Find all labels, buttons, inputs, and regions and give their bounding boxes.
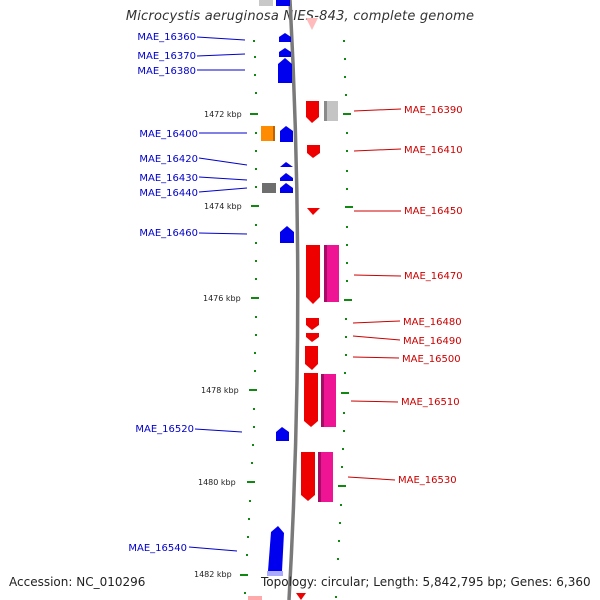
- gene-arrow-mae-16410: [307, 145, 320, 158]
- gene-feature-pink-shade: [318, 452, 321, 502]
- gene-label-left[interactable]: MAE_16440: [139, 188, 198, 199]
- gene-feature-light-blue: [267, 571, 283, 576]
- gene-label-right[interactable]: MAE_16390: [404, 105, 463, 116]
- gene-feature-pink-shade: [321, 374, 324, 427]
- gene-arrow-mae-16420: [280, 162, 293, 167]
- gene-label-left[interactable]: MAE_16460: [139, 228, 198, 239]
- position-label: 1474 kbp: [204, 202, 242, 211]
- gene-label-right[interactable]: MAE_16470: [404, 271, 463, 282]
- gene-arrow-mae-16520: [276, 427, 289, 441]
- accession-info: Accession: NC_010296: [9, 575, 146, 589]
- gene-feature-gray: [324, 101, 338, 121]
- genome-backbone: [287, 0, 300, 600]
- position-label: 1476 kbp: [203, 294, 241, 303]
- gene-feature-pink: [318, 452, 333, 502]
- gene-arrow-mae-16500: [305, 346, 318, 370]
- gene-label-right[interactable]: MAE_16450: [404, 206, 463, 217]
- map-title: Microcystis aeruginosa NIES-843, complet…: [125, 9, 475, 24]
- gene-label-right[interactable]: MAE_16530: [398, 475, 457, 486]
- gene-feature-pink-shade: [324, 245, 327, 302]
- gene-feature-orange: [261, 126, 275, 141]
- gene-label-right[interactable]: MAE_16510: [401, 397, 460, 408]
- gene-arrow-mae-16390: [306, 101, 319, 123]
- topology-info: Topology: circular; Length: 5,842,795 bp…: [261, 575, 591, 589]
- gene-arrow-mae-16540: [268, 526, 284, 571]
- gene-feature-cut: [276, 0, 290, 6]
- gene-arrow-mae-16440: [280, 183, 293, 193]
- gene-label-left[interactable]: MAE_16540: [128, 543, 187, 554]
- gene-label-right[interactable]: MAE_16490: [403, 336, 462, 347]
- position-label: 1482 kbp: [194, 570, 232, 579]
- gene-feature-cut: [248, 596, 262, 600]
- gene-arrow-mae-16480: [306, 318, 319, 330]
- gene-feature-gray: [262, 183, 276, 193]
- position-label: 1480 kbp: [198, 478, 236, 487]
- gene-feature-cut: [306, 18, 318, 30]
- gene-feature-cut: [259, 0, 273, 6]
- left-guide-dots: [244, 40, 257, 594]
- gene-label-right[interactable]: MAE_16500: [402, 354, 461, 365]
- gene-label-left[interactable]: MAE_16380: [137, 66, 196, 77]
- left-leader-lines: [188, 36, 248, 552]
- gene-arrow-mae-16460: [280, 226, 294, 243]
- right-major-ticks: [338, 113, 353, 487]
- gene-arrow-mae-16530: [301, 452, 315, 501]
- gene-feature-pink: [321, 374, 336, 427]
- gene-label-left[interactable]: MAE_16370: [137, 51, 196, 62]
- gene-arrow-mae-16430: [280, 173, 293, 181]
- gene-arrow-mae-16470: [306, 245, 320, 304]
- gene-arrow-mae-16400: [280, 126, 293, 142]
- position-label: 1478 kbp: [201, 386, 239, 395]
- gene-label-left[interactable]: MAE_16430: [139, 173, 198, 184]
- gene-label-left[interactable]: MAE_16520: [135, 424, 194, 435]
- gene-feature-pink: [324, 245, 339, 302]
- gene-arrow-mae-16510: [304, 373, 318, 427]
- gene-arrow-mae-16450: [307, 208, 320, 215]
- right-guide-dots: [335, 40, 348, 598]
- left-major-ticks: [240, 113, 259, 576]
- gene-arrow-mae-16360: [279, 33, 291, 42]
- gene-label-left[interactable]: MAE_16400: [139, 129, 198, 140]
- position-label: 1472 kbp: [204, 110, 242, 119]
- gene-label-left[interactable]: MAE_16360: [137, 32, 196, 43]
- gene-feature-cut: [296, 593, 306, 600]
- gene-feature-orange-shade: [273, 126, 275, 141]
- right-leader-lines: [347, 108, 402, 481]
- gene-feature-gray-shade: [324, 101, 327, 121]
- gene-label-left[interactable]: MAE_16420: [139, 154, 198, 165]
- gene-arrow-mae-16370: [279, 48, 291, 57]
- gene-arrow-mae-16380: [278, 58, 292, 83]
- gene-label-right[interactable]: MAE_16410: [404, 145, 463, 156]
- gene-arrow-mae-16490: [306, 333, 319, 342]
- gene-label-right[interactable]: MAE_16480: [403, 317, 462, 328]
